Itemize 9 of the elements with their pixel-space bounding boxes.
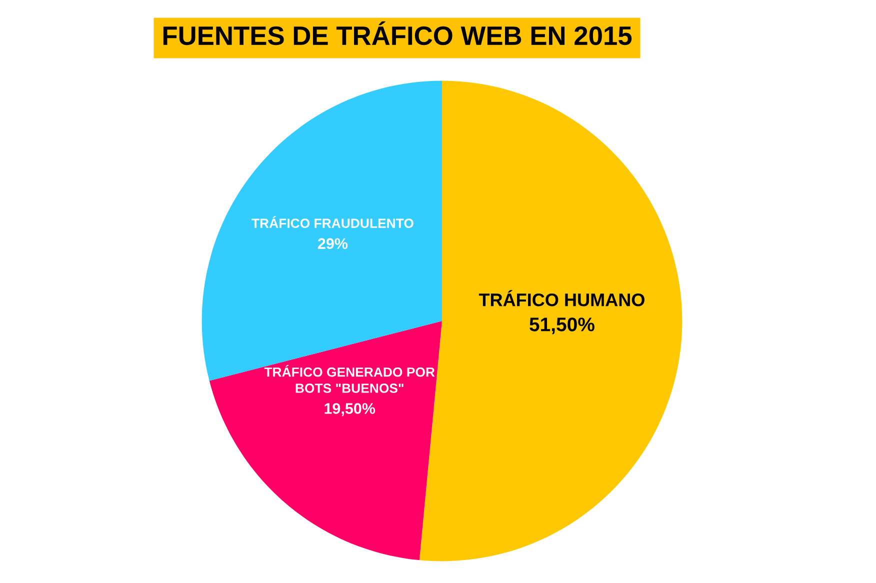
slice-label: TRÁFICO FRAUDULENTO bbox=[252, 216, 414, 228]
data-label: 19,50% bbox=[324, 403, 376, 416]
pie-slice bbox=[209, 321, 442, 560]
slice-label: TRÁFICO HUMANO bbox=[478, 290, 644, 306]
data-label: 51,50% bbox=[530, 318, 594, 334]
chart-title: FUENTES DE TRÁFICO WEB EN 2015 bbox=[163, 21, 632, 46]
slice-label: TRÁFICO GENERADO POR BOTS "BUENOS" bbox=[264, 364, 435, 393]
data-label: 29% bbox=[318, 238, 348, 250]
pie-slice bbox=[202, 80, 442, 381]
